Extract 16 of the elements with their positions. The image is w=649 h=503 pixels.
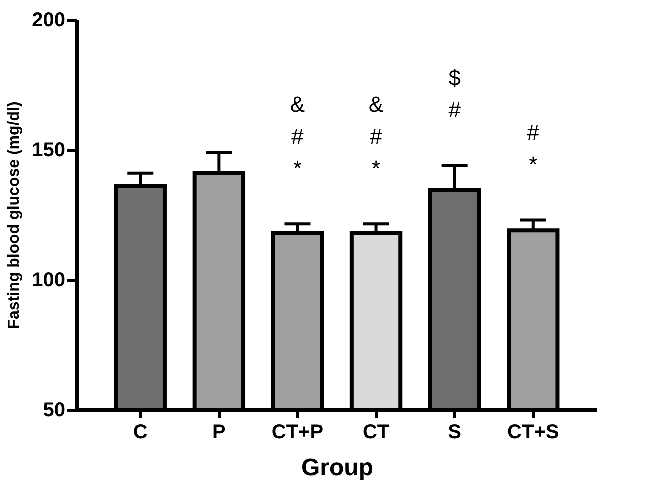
y-axis-title: Fasting blood glucose (mg/dl) bbox=[6, 102, 24, 330]
y-tick-label: 150 bbox=[32, 140, 66, 162]
x-tick-label: C bbox=[133, 422, 148, 444]
x-tick-label: CT bbox=[362, 422, 390, 444]
data-label: & # * bbox=[368, 92, 384, 182]
x-tick-label: CT+P bbox=[272, 422, 324, 444]
x-tick-label: CT+S bbox=[508, 422, 560, 444]
data-label: & # * bbox=[290, 92, 306, 182]
x-tick-label: S bbox=[448, 422, 462, 444]
y-tick-label: 100 bbox=[32, 270, 66, 292]
x-axis-title: Group bbox=[302, 454, 374, 482]
data-label: # * bbox=[527, 120, 540, 178]
data-label: $ # bbox=[448, 66, 462, 123]
y-tick-label: 200 bbox=[32, 10, 66, 32]
y-tick-label: 50 bbox=[43, 400, 66, 422]
x-tick-label: P bbox=[212, 422, 226, 444]
